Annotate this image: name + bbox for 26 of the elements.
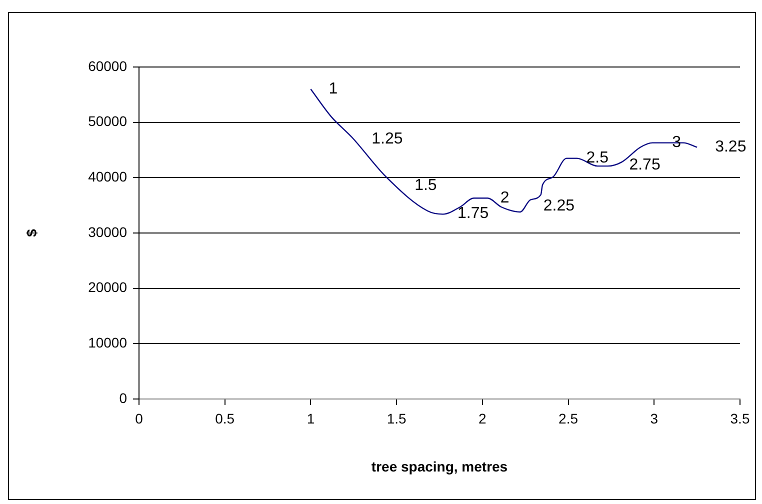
y-tick-label: 10000 [88,334,128,351]
annotation: 2.5 [586,150,609,167]
x-axis-title: tree spacing, metres [371,458,508,474]
x-tick-label: 2.5 [558,410,578,426]
x-tick-label: 1 [306,410,315,426]
y-tick-label: 0 [119,390,128,406]
annotation: 1.5 [414,176,437,194]
annotation: 2 [500,190,510,207]
y-tick-label: 20000 [88,279,128,296]
x-tick-label: 1.5 [386,410,407,426]
x-tick-label: 3.5 [730,410,750,426]
x-tick-label: 2 [478,410,487,426]
annotation: 2.25 [543,197,575,214]
annotation: 2.75 [629,156,660,174]
y-tick-label: 40000 [88,168,128,185]
y-tick-label: 60000 [88,58,128,74]
annotation: 1.75 [458,205,489,222]
annotation: 3.25 [715,138,746,156]
y-tick-label: 30000 [88,224,128,240]
annotation: 1 [328,80,338,98]
y-axis-title: $ [23,228,40,237]
y-tick-label: 50000 [88,113,128,130]
x-tick-label: 0.5 [215,410,235,426]
annotation: 1.25 [372,130,403,148]
x-tick-label: 0 [135,410,144,426]
x-tick-label: 3 [650,410,658,426]
